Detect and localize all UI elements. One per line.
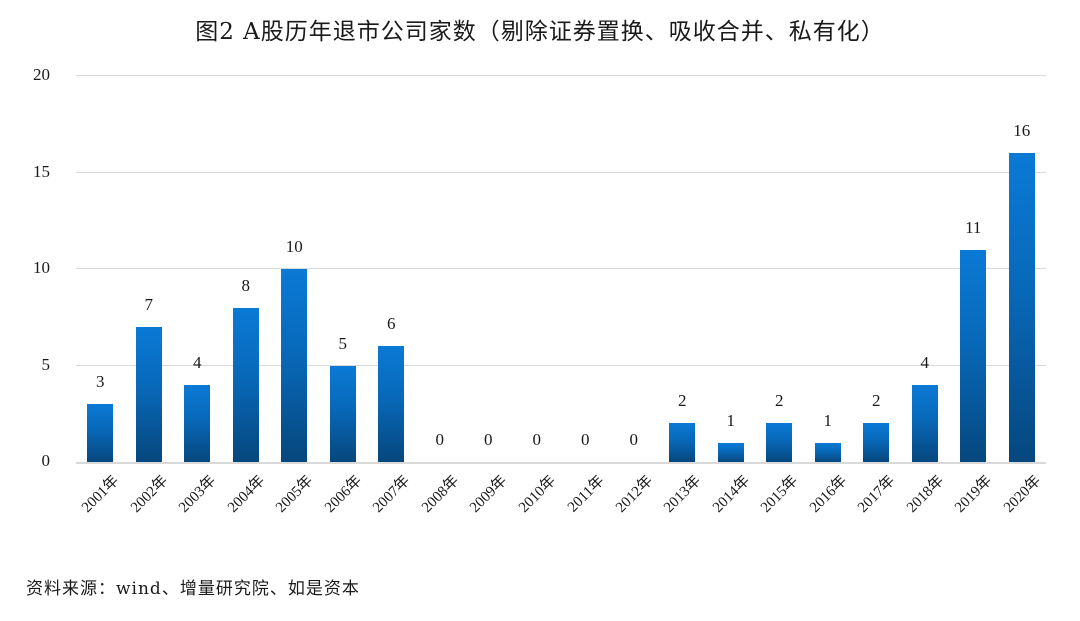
data-label: 16 [1013,121,1031,141]
x-tick-label: 2007年 [370,472,414,516]
data-label: 5 [338,333,348,353]
bar [766,423,793,462]
data-label: 0 [435,430,445,449]
bar [135,326,162,462]
x-tick-label: 2010年 [515,472,559,516]
data-label: 2 [678,391,687,411]
data-label: 0 [581,430,590,449]
data-label: 10 [285,237,303,256]
data-label: 0 [484,430,493,449]
x-tick-label: 2014年 [709,472,753,516]
x-tick-label: 2013年 [661,472,705,516]
data-label: 8 [241,275,251,295]
gridline [76,268,1046,269]
bar [232,307,259,462]
gridline [76,364,1046,366]
bar [863,423,890,462]
x-tick-label: 2011年 [565,472,608,516]
data-label: 0 [629,430,639,449]
gridline [76,171,1046,173]
gridline [76,75,1046,76]
bar [87,404,114,462]
x-tick-label: 2018年 [903,472,947,516]
bar [184,384,211,462]
bar [329,365,356,462]
y-tick-label: 5 [41,354,51,374]
x-tick-label: 2015年 [758,472,802,516]
x-tick-label: 2003年 [176,472,220,516]
bar [814,442,841,462]
bar [669,423,696,462]
bar [717,442,744,462]
y-tick-label: 0 [41,451,51,470]
bar [1008,153,1035,462]
chart-title: 图2 A股历年退市公司家数（剔除证券置换、吸收合并、私有化） [195,19,885,45]
data-label: 4 [193,352,202,372]
bar [911,384,938,462]
data-label: 7 [144,294,154,314]
x-tick-label: 2005年 [273,472,317,516]
y-tick-label: 10 [33,258,50,277]
bar [281,269,308,462]
data-label: 1 [726,410,736,430]
data-label: 11 [965,217,982,237]
x-axis-line [76,462,1046,464]
x-tick-label: 2001年 [79,472,123,516]
x-tick-label: 2008年 [418,472,462,516]
x-tick-label: 2020年 [1000,472,1044,516]
x-tick-label: 2004年 [224,472,268,516]
x-tick-label: 2012年 [612,472,656,516]
data-label: 3 [96,372,105,392]
bar [378,346,405,462]
source-note: 资料来源：wind、增量研究院、如是资本 [26,579,360,599]
data-label: 4 [920,352,930,372]
x-tick-label: 2017年 [855,472,899,516]
x-tick-label: 2019年 [952,472,996,516]
x-tick-label: 2006年 [321,472,365,516]
y-tick-label: 15 [33,161,50,181]
x-tick-label: 2002年 [127,472,171,516]
bar [960,249,987,462]
data-label: 2 [775,391,784,411]
data-label: 1 [823,410,833,430]
data-label: 6 [387,314,396,334]
plot-area: 0 5 10 15 20 3 7 4 8 10 5 6 0 0 0 0 0 2 1 2 1 2 4 11 16 [33,65,1046,470]
x-tick-label: 2016年 [806,472,850,516]
y-tick-label: 20 [33,65,50,84]
x-tick-label: 2009年 [467,472,511,516]
data-label: 2 [872,391,881,411]
data-label: 0 [532,430,542,449]
